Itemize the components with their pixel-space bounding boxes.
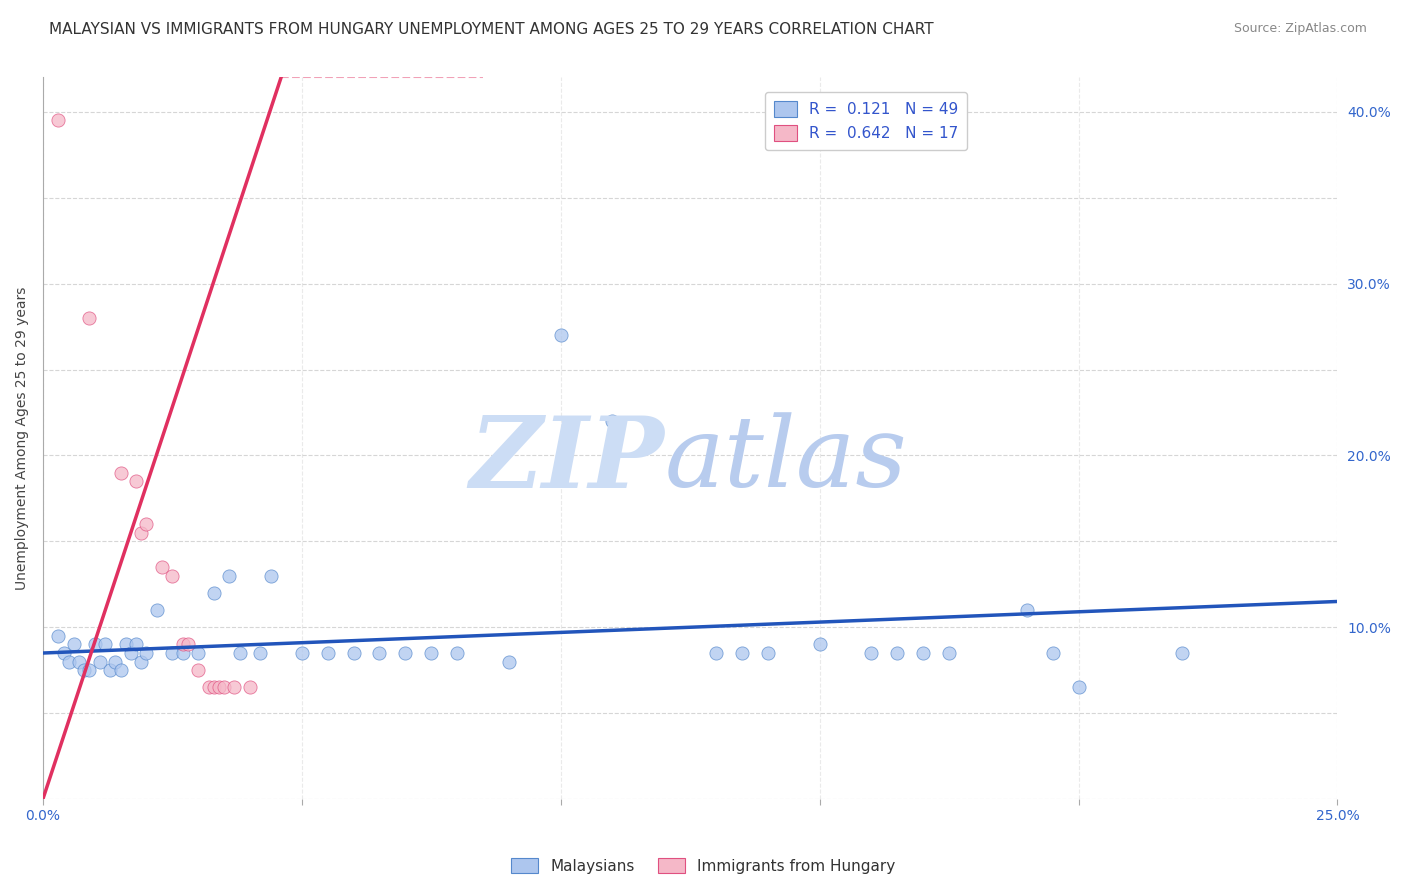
Point — [886, 646, 908, 660]
Point — [291, 646, 314, 660]
Point — [79, 310, 101, 325]
Legend: Malaysians, Immigrants from Hungary: Malaysians, Immigrants from Hungary — [505, 852, 901, 880]
Point — [172, 646, 194, 660]
Point — [89, 655, 111, 669]
Point — [550, 328, 572, 343]
Point — [110, 466, 132, 480]
Point — [73, 663, 96, 677]
Point — [63, 637, 86, 651]
Point — [1067, 681, 1090, 695]
Point — [228, 646, 250, 660]
Point — [1015, 603, 1038, 617]
Point — [212, 681, 235, 695]
Point — [249, 646, 271, 660]
Point — [938, 646, 960, 660]
Point — [67, 655, 90, 669]
Legend: R =  0.121   N = 49, R =  0.642   N = 17: R = 0.121 N = 49, R = 0.642 N = 17 — [765, 92, 967, 150]
Point — [860, 646, 883, 660]
Point — [208, 681, 231, 695]
Point — [135, 517, 157, 532]
Point — [187, 646, 209, 660]
Point — [498, 655, 520, 669]
Point — [129, 525, 152, 540]
Point — [125, 637, 148, 651]
Point — [177, 637, 200, 651]
Point — [172, 637, 194, 651]
Point — [98, 663, 121, 677]
Point — [125, 474, 148, 488]
Point — [342, 646, 364, 660]
Point — [129, 655, 152, 669]
Point — [48, 629, 70, 643]
Point — [368, 646, 391, 660]
Point — [94, 637, 117, 651]
Point — [202, 681, 225, 695]
Point — [135, 646, 157, 660]
Point — [120, 646, 142, 660]
Text: Source: ZipAtlas.com: Source: ZipAtlas.com — [1233, 22, 1367, 36]
Point — [394, 646, 416, 660]
Point — [48, 113, 70, 128]
Text: atlas: atlas — [664, 412, 907, 508]
Point — [239, 681, 262, 695]
Point — [1171, 646, 1194, 660]
Point — [162, 568, 184, 582]
Point — [79, 663, 101, 677]
Point — [162, 646, 184, 660]
Point — [110, 663, 132, 677]
Point — [150, 560, 173, 574]
Point — [52, 646, 75, 660]
Point — [218, 568, 240, 582]
Text: ZIP: ZIP — [470, 411, 664, 508]
Point — [104, 655, 127, 669]
Point — [114, 637, 136, 651]
Point — [260, 568, 283, 582]
Point — [197, 681, 219, 695]
Point — [224, 681, 246, 695]
Point — [704, 646, 727, 660]
Y-axis label: Unemployment Among Ages 25 to 29 years: Unemployment Among Ages 25 to 29 years — [15, 286, 30, 590]
Point — [146, 603, 169, 617]
Point — [808, 637, 831, 651]
Point — [1042, 646, 1064, 660]
Point — [316, 646, 339, 660]
Point — [912, 646, 935, 660]
Point — [756, 646, 779, 660]
Point — [187, 663, 209, 677]
Point — [731, 646, 754, 660]
Point — [83, 637, 105, 651]
Point — [202, 586, 225, 600]
Point — [420, 646, 443, 660]
Point — [58, 655, 80, 669]
Point — [446, 646, 468, 660]
Text: MALAYSIAN VS IMMIGRANTS FROM HUNGARY UNEMPLOYMENT AMONG AGES 25 TO 29 YEARS CORR: MALAYSIAN VS IMMIGRANTS FROM HUNGARY UNE… — [49, 22, 934, 37]
Point — [602, 414, 624, 428]
